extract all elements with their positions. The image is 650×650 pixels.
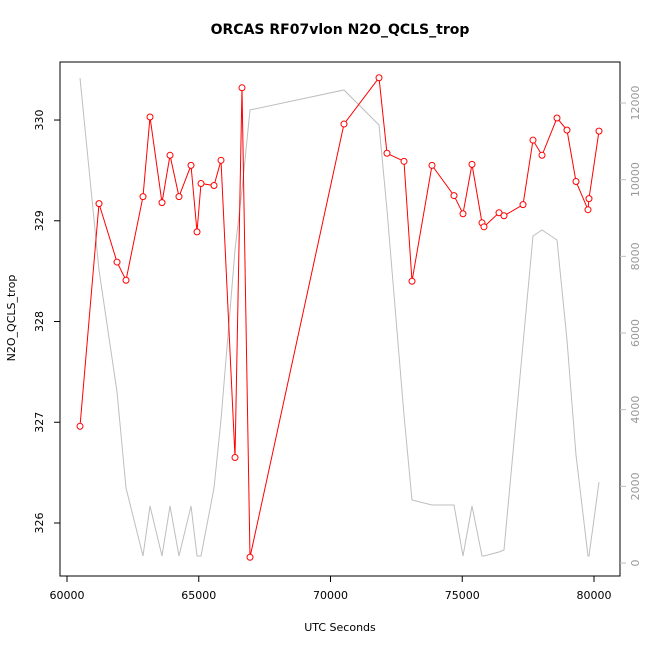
x-tick-label: 60000	[50, 589, 85, 602]
point	[187, 161, 195, 169]
point	[468, 160, 476, 168]
point	[340, 120, 348, 128]
point	[584, 206, 592, 214]
y-tick-label: 326	[33, 513, 46, 534]
y-tick-label: 330	[33, 110, 46, 131]
y-tick-label: 327	[33, 412, 46, 433]
y-tick-label: 329	[33, 210, 46, 231]
point	[76, 422, 84, 430]
point	[480, 223, 488, 231]
point	[585, 195, 593, 203]
point	[553, 114, 561, 122]
point	[146, 113, 154, 121]
point	[193, 228, 201, 236]
y2-tick-label: 8000	[629, 242, 642, 270]
y2-tick-label: 0	[629, 560, 642, 567]
point	[246, 553, 254, 561]
x-tick-label: 75000	[445, 589, 480, 602]
x-tick-label: 70000	[313, 589, 348, 602]
chart-title: ORCAS RF07vlon N2O_QCLS_trop	[211, 22, 470, 38]
point	[231, 454, 239, 462]
point	[375, 74, 383, 82]
point	[197, 179, 205, 187]
x-tick-label: 65000	[181, 589, 216, 602]
series-line	[79, 77, 600, 557]
point	[95, 200, 103, 208]
point	[166, 151, 174, 159]
y-tick-label: 328	[33, 311, 46, 332]
y2-tick-label: 10000	[629, 162, 642, 197]
point	[595, 127, 603, 135]
y2-tick-label: 6000	[629, 319, 642, 347]
point	[459, 210, 467, 218]
point	[408, 277, 416, 285]
point	[563, 126, 571, 134]
y2-tick-label: 12000	[629, 86, 642, 121]
point	[538, 151, 546, 159]
point	[519, 201, 527, 209]
point	[500, 212, 508, 220]
x-axis-label: UTC Seconds	[304, 621, 376, 634]
point	[495, 209, 503, 217]
point	[122, 276, 130, 284]
point	[158, 199, 166, 207]
point	[210, 182, 218, 190]
point	[383, 149, 391, 157]
y-axis-label: N2O_QCLS_trop	[5, 275, 18, 362]
plot-frame	[59, 61, 621, 577]
y2-tick-label: 2000	[629, 472, 642, 500]
point	[238, 84, 246, 92]
point	[139, 193, 147, 201]
point	[400, 157, 408, 165]
point	[572, 177, 580, 185]
point	[175, 193, 183, 201]
point	[428, 161, 436, 169]
point	[529, 136, 537, 144]
point	[217, 156, 225, 164]
point	[113, 258, 121, 266]
y2-tick-label: 4000	[629, 396, 642, 424]
point	[450, 192, 458, 200]
x-tick-label: 80000	[576, 589, 611, 602]
